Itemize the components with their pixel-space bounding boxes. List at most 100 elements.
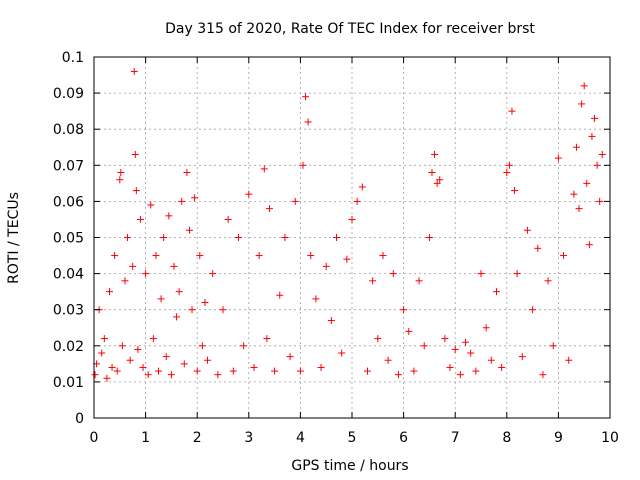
data-point <box>263 335 271 343</box>
data-point <box>348 215 356 223</box>
data-point <box>281 234 289 241</box>
data-point <box>511 187 519 195</box>
data-point <box>312 295 320 303</box>
data-point <box>518 353 526 361</box>
data-point <box>234 234 242 241</box>
data-point <box>585 241 593 249</box>
data-point <box>255 252 263 260</box>
y-tick-label: 0.08 <box>53 122 84 138</box>
grid-lines <box>94 57 610 418</box>
data-point <box>116 176 124 184</box>
data-point <box>498 363 506 371</box>
data-point <box>265 205 273 213</box>
data-point <box>436 176 444 184</box>
data-point <box>482 324 490 332</box>
data-point <box>327 317 335 325</box>
data-point <box>513 270 521 278</box>
data-point <box>425 234 433 241</box>
data-point <box>183 169 191 177</box>
data-point <box>111 252 119 260</box>
data-point <box>296 367 304 375</box>
y-tick-label: 0.06 <box>53 194 84 210</box>
data-point <box>593 161 601 169</box>
data-point <box>204 356 212 364</box>
data-point <box>214 371 222 379</box>
data-point <box>113 367 121 375</box>
data-point <box>539 371 547 379</box>
data-point <box>240 342 248 350</box>
data-point <box>276 291 284 299</box>
y-tick-label: 0.1 <box>62 50 84 66</box>
x-tick-label: 4 <box>296 430 305 446</box>
data-point <box>286 353 294 361</box>
data-point <box>271 367 279 375</box>
y-axis-ticks: 0 0.01 0.02 0.03 0.04 0.05 0.06 0.07 0.08 0.09 0.1 <box>53 50 610 427</box>
data-point <box>508 107 516 115</box>
data-point <box>554 154 562 162</box>
data-point <box>170 262 178 270</box>
data-point <box>503 169 511 177</box>
data-point <box>144 371 152 379</box>
data-point <box>363 367 371 375</box>
data-point <box>588 132 596 140</box>
data-point <box>191 194 199 202</box>
data-point <box>358 183 366 191</box>
data-point <box>147 201 155 209</box>
x-axis-title: GPS time / hours <box>291 458 408 474</box>
data-point <box>299 161 307 169</box>
data-point <box>583 179 591 187</box>
data-point <box>260 165 268 173</box>
data-point <box>209 270 217 278</box>
x-tick-label: 8 <box>502 430 511 446</box>
data-point <box>229 367 237 375</box>
x-tick-label: 10 <box>601 430 619 446</box>
data-point <box>105 288 113 296</box>
data-point <box>384 356 392 364</box>
data-point <box>245 190 253 198</box>
data-point <box>152 252 160 260</box>
data-point <box>369 277 377 285</box>
data-point <box>160 234 168 241</box>
data-point <box>198 342 206 350</box>
x-axis-ticks: 0 1 2 3 4 5 6 7 8 9 10 <box>90 57 619 446</box>
data-point <box>185 226 193 234</box>
data-point <box>467 349 475 357</box>
data-point <box>374 335 382 343</box>
data-point <box>405 327 413 335</box>
y-axis-title: ROTI / TECUs <box>6 192 22 284</box>
x-tick-label: 9 <box>554 430 563 446</box>
data-point <box>121 277 129 285</box>
x-tick-label: 1 <box>141 430 150 446</box>
data-point <box>487 356 495 364</box>
data-point <box>596 197 604 205</box>
data-point <box>575 205 583 213</box>
data-point <box>250 363 258 371</box>
y-tick-label: 0.01 <box>53 375 84 391</box>
y-tick-label: 0.02 <box>53 339 84 355</box>
data-point <box>477 270 485 278</box>
x-tick-label: 0 <box>90 430 99 446</box>
data-point <box>428 169 436 177</box>
data-point <box>570 190 578 198</box>
y-tick-label: 0.07 <box>53 158 84 174</box>
data-point <box>134 345 142 353</box>
data-point <box>173 313 181 321</box>
data-point <box>505 161 513 169</box>
data-point <box>302 93 310 101</box>
data-points <box>91 67 606 382</box>
data-point <box>446 363 454 371</box>
data-point <box>155 367 162 375</box>
y-tick-label: 0.09 <box>53 86 84 102</box>
data-point <box>492 288 500 296</box>
data-point <box>322 262 330 270</box>
data-point <box>441 335 449 343</box>
data-point <box>389 270 397 278</box>
data-point <box>193 367 201 375</box>
data-point <box>343 255 351 263</box>
x-tick-label: 5 <box>348 430 357 446</box>
data-point <box>132 187 140 195</box>
data-point <box>224 215 232 223</box>
data-point <box>472 367 480 375</box>
data-point <box>100 335 108 343</box>
